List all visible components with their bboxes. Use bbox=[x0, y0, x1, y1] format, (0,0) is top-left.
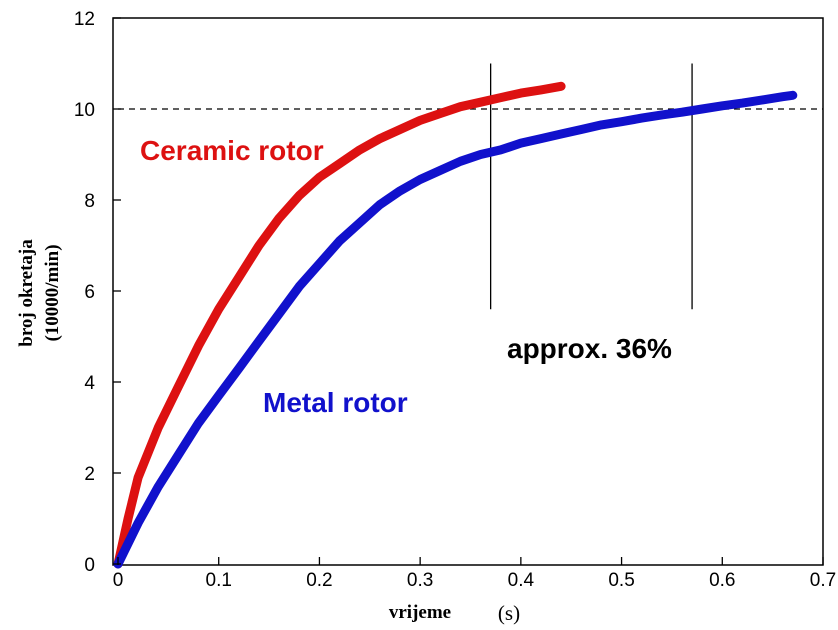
y-axis-label-line2: (10000/min) bbox=[42, 244, 63, 341]
y-axis-label-line1: broj okretaja bbox=[16, 239, 37, 347]
x-axis-label: vrijeme bbox=[389, 602, 451, 623]
x-tick-label: 0.1 bbox=[206, 570, 232, 591]
x-tick-label: 0.6 bbox=[709, 570, 735, 591]
y-tick-label: 6 bbox=[84, 282, 95, 303]
x-tick-label: 0.7 bbox=[810, 570, 836, 591]
series-line-metal-rotor bbox=[113, 90, 798, 569]
series-line-ceramic-rotor bbox=[113, 81, 566, 569]
annotation-ceramic-rotor: Ceramic rotor bbox=[140, 135, 324, 166]
annotation-metal-rotor: Metal rotor bbox=[263, 387, 408, 418]
y-tick-label: 10 bbox=[74, 100, 95, 121]
x-axis-unit: (s) bbox=[498, 601, 520, 625]
x-tick-label: 0.5 bbox=[608, 570, 634, 591]
x-tick-label: 0 bbox=[113, 570, 124, 591]
y-tick-label: 0 bbox=[84, 555, 95, 576]
x-tick-label: 0.4 bbox=[508, 570, 535, 591]
y-tick-label: 2 bbox=[84, 464, 95, 485]
x-tick-label: 0.3 bbox=[407, 570, 433, 591]
y-tick-label: 4 bbox=[84, 373, 95, 394]
x-tick-label: 0.2 bbox=[306, 570, 332, 591]
plot-frame bbox=[112, 17, 824, 566]
y-tick-label: 12 bbox=[74, 9, 95, 30]
y-tick-label: 8 bbox=[84, 191, 95, 212]
annotation-approx-36: approx. 36% bbox=[507, 333, 672, 364]
